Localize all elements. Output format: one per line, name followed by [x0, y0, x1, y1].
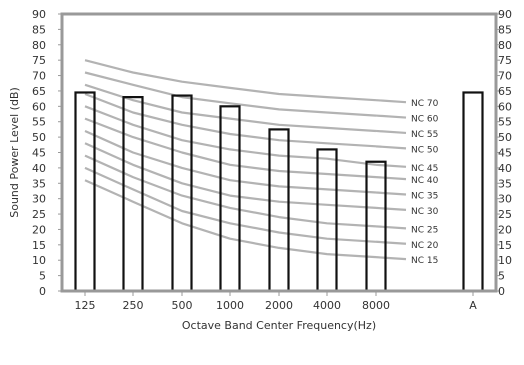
nc-curve — [84, 166, 377, 243]
y-tick-label-right: 15 — [498, 239, 512, 252]
nc-curve — [84, 59, 377, 102]
y-tick-label-right: 70 — [498, 70, 512, 83]
x-tick-label: 2000 — [265, 299, 293, 312]
y-tick-label-right: 0 — [498, 285, 505, 298]
y-tick-label-left: 45 — [32, 147, 46, 160]
nc-curve-leader — [375, 114, 407, 119]
y-tick-label-right: 10 — [498, 254, 512, 267]
y-tick-label-left: 65 — [32, 85, 46, 98]
y-tick-label-left: 20 — [32, 223, 46, 236]
nc-curve — [84, 92, 377, 148]
x-tick-label: 500 — [172, 299, 193, 312]
y-tick-label-right: 80 — [498, 39, 512, 52]
nc-curve — [84, 179, 377, 259]
y-tick-label-left: 55 — [32, 116, 46, 129]
nc-curve-leader — [375, 145, 407, 150]
y-tick-label-left: 50 — [32, 131, 46, 144]
nc-curve-label: NC 20 — [411, 241, 439, 251]
y-tick-label-left: 35 — [32, 177, 46, 190]
nc-curve-label: NC 40 — [411, 176, 439, 186]
y-tick-label-left: 15 — [32, 239, 46, 252]
y-axis-left-ticks: 0 5 10 15 20 25 30 35 40 45 50 55 60 65 70 75 80 85 90 — [32, 8, 62, 298]
nc-curve — [84, 142, 377, 209]
nc-curve-label: NC 50 — [411, 145, 439, 155]
x-tick-label: 4000 — [313, 299, 341, 312]
y-tick-label-right: 50 — [498, 131, 512, 144]
nc-curve — [84, 83, 377, 133]
y-tick-label-right: 90 — [498, 8, 512, 21]
nc-curve-leader — [375, 225, 407, 230]
nc-curve — [84, 154, 377, 228]
nc-curve-label: NC 55 — [411, 130, 438, 140]
y-tick-label-right: 60 — [498, 100, 512, 113]
y-tick-label-left: 70 — [32, 70, 46, 83]
nc-curve-leader — [375, 129, 407, 135]
x-tick-label: 125 — [75, 299, 96, 312]
nc-curve-label: NC 60 — [411, 115, 439, 125]
y-tick-label-right: 20 — [498, 223, 512, 236]
y-tick-label-left: 10 — [32, 254, 46, 267]
y-tick-label-right: 30 — [498, 193, 512, 206]
nc-curve — [84, 129, 377, 194]
nc-curve — [84, 71, 377, 117]
bar — [462, 91, 484, 293]
bar — [316, 148, 338, 293]
x-tick-label: 250 — [123, 299, 144, 312]
nc-curve-label: NC 15 — [411, 256, 438, 266]
y-tick-label-left: 0 — [39, 285, 46, 298]
y-tick-label-right: 55 — [498, 116, 512, 129]
y-tick-label-left: 40 — [32, 162, 46, 175]
x-tick-label: 8000 — [362, 299, 390, 312]
y-tick-label-left: 60 — [32, 100, 46, 113]
y-tick-label-right: 35 — [498, 177, 512, 190]
x-tick-label: A — [469, 299, 477, 312]
nc-curves: NC 70 NC 60 NC 55 NC 50 NC 45 NC 40 NC 35 NC 30… — [84, 59, 439, 266]
nc-curve-leader — [375, 191, 407, 196]
nc-curve-leader — [375, 163, 407, 168]
y-tick-label-right: 5 — [498, 270, 505, 283]
nc-curve-leader — [375, 99, 407, 104]
nc-curve-label: NC 45 — [411, 164, 438, 174]
y-tick-label-right: 85 — [498, 23, 512, 36]
y-axis-label: Sound Power Level (dB) — [8, 87, 21, 218]
y-tick-label-left: 5 — [39, 270, 46, 283]
y-tick-label-right: 65 — [498, 85, 512, 98]
nc-curve-leader — [375, 240, 407, 245]
y-tick-label-left: 75 — [32, 54, 46, 67]
y-tick-label-left: 25 — [32, 208, 46, 221]
nc-curve-leader — [375, 206, 407, 211]
nc-curve-label: NC 35 — [411, 192, 438, 202]
nc-curve — [84, 105, 377, 166]
y-tick-label-left: 80 — [32, 39, 46, 52]
nc-curve-leader — [375, 256, 407, 261]
nc-curve — [84, 117, 377, 179]
x-axis-label: Octave Band Center Frequency(Hz) — [182, 319, 376, 332]
nc-curve-label: NC 70 — [411, 99, 439, 109]
y-tick-label-left: 85 — [32, 23, 46, 36]
y-tick-label-right: 40 — [498, 162, 512, 175]
nc-curve-leader — [375, 176, 407, 181]
y-tick-label-right: 75 — [498, 54, 512, 67]
y-tick-label-left: 30 — [32, 193, 46, 206]
y-tick-label-left: 90 — [32, 8, 46, 21]
nc-curve-label: NC 30 — [411, 207, 439, 217]
x-tick-label: 1000 — [216, 299, 244, 312]
y-axis-right-ticks: 0 5 10 15 20 25 30 35 40 45 50 55 60 65 70 75 80 85 90 — [496, 8, 512, 298]
y-tick-label-right: 45 — [498, 147, 512, 160]
y-tick-label-right: 25 — [498, 208, 512, 221]
nc-curve-label: NC 25 — [411, 225, 438, 235]
x-axis-ticks: 125 250 500 1000 2000 4000 8000 A — [75, 291, 477, 312]
